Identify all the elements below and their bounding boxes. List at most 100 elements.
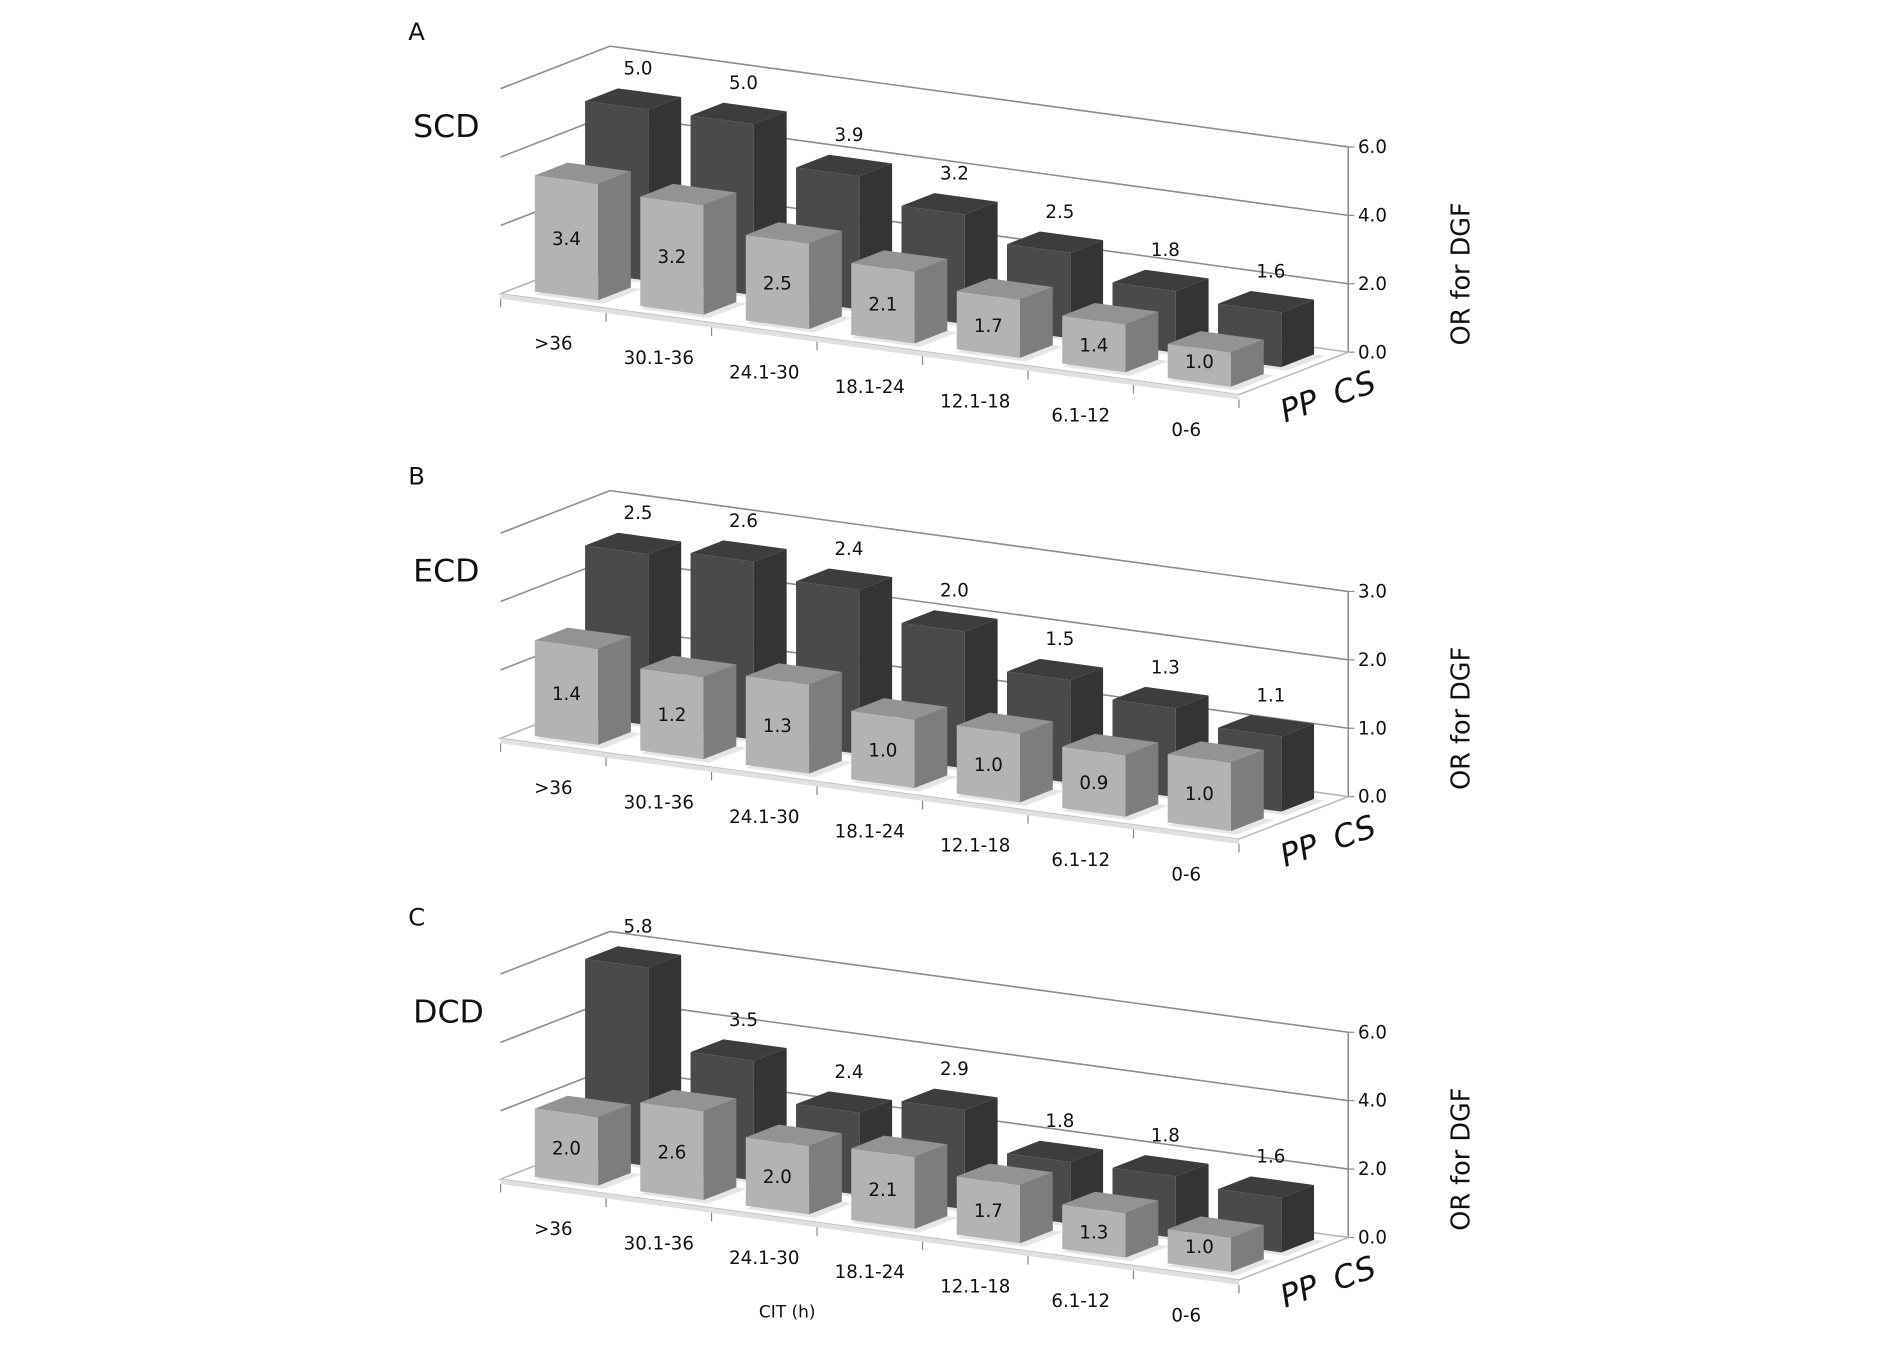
data-label: 1.0 bbox=[1185, 1237, 1214, 1258]
bar-pp bbox=[956, 278, 1064, 362]
bar-top bbox=[640, 1089, 737, 1112]
bar-side bbox=[703, 192, 737, 315]
bar-top bbox=[534, 627, 631, 650]
panel-letter: B bbox=[408, 462, 425, 491]
floor-edge bbox=[500, 293, 1239, 400]
y-tick-label: 1.0 bbox=[1358, 718, 1387, 739]
bar-front bbox=[1062, 315, 1126, 373]
bar-front bbox=[640, 668, 704, 760]
data-label: 1.6 bbox=[1256, 261, 1285, 282]
bar-top bbox=[1217, 291, 1315, 313]
bar-side bbox=[1230, 339, 1264, 387]
data-label: 2.9 bbox=[940, 1059, 969, 1080]
data-label: 3.2 bbox=[657, 247, 686, 268]
bar-pp bbox=[851, 1135, 958, 1233]
bar-pp bbox=[745, 222, 853, 333]
bar-top bbox=[1062, 733, 1159, 756]
bar-pp bbox=[851, 250, 958, 348]
bar-top bbox=[901, 610, 998, 632]
category-label: 12.1-18 bbox=[940, 836, 1010, 857]
data-label: 2.5 bbox=[763, 273, 792, 294]
bar-pp bbox=[640, 183, 747, 319]
bar-side bbox=[1020, 1172, 1053, 1244]
bar-top bbox=[901, 193, 998, 215]
data-label: 1.7 bbox=[974, 1201, 1003, 1222]
data-label: 2.5 bbox=[1045, 202, 1074, 223]
bar-top bbox=[796, 1091, 893, 1113]
bar-pp bbox=[745, 663, 853, 778]
category-label: 12.1-18 bbox=[940, 391, 1010, 412]
series-label-pp: PP bbox=[1276, 828, 1324, 875]
data-label: 2.1 bbox=[868, 1180, 897, 1201]
data-label: 2.5 bbox=[624, 503, 653, 524]
bar-top bbox=[1007, 1140, 1104, 1163]
category-label: 6.1-12 bbox=[1051, 1291, 1110, 1312]
y-tick-label: 6.0 bbox=[1358, 137, 1387, 158]
bar-top bbox=[796, 154, 893, 177]
category-label: 6.1-12 bbox=[1051, 850, 1110, 871]
y-axis-label: OR for DGF bbox=[1447, 1088, 1477, 1231]
bar-top bbox=[1062, 303, 1159, 325]
category-label: 18.1-24 bbox=[835, 377, 905, 398]
bar-side bbox=[914, 706, 948, 788]
panel-A: 0.0 2.0 4.0 6.0 1.6 1.8 2.5 3.2 3.9 5.0 5.0 1.0 1.4 1… bbox=[408, 17, 1476, 441]
bar-top bbox=[1167, 741, 1264, 763]
gridline bbox=[500, 930, 1349, 1034]
y-tick-label: 3.0 bbox=[1358, 581, 1387, 602]
bar-front bbox=[1167, 343, 1231, 387]
bar-top bbox=[1112, 269, 1209, 292]
data-label: 1.3 bbox=[1151, 657, 1180, 678]
bar-front bbox=[640, 196, 704, 315]
data-label: 5.8 bbox=[624, 917, 653, 938]
bar-front bbox=[851, 710, 915, 788]
bar-pp bbox=[1167, 741, 1275, 835]
category-label: 24.1-30 bbox=[729, 1248, 799, 1269]
bar-pp bbox=[956, 712, 1064, 806]
bar-top bbox=[690, 540, 787, 562]
panel-letter: A bbox=[408, 17, 425, 46]
data-label: 1.8 bbox=[1045, 1111, 1074, 1132]
bar-side bbox=[1281, 299, 1315, 368]
bar-pp bbox=[1062, 733, 1169, 821]
panel-C: 0.0 2.0 4.0 6.0 1.6 1.8 1.8 2.9 2.4 3.5 5.8 1.0 1.3 1… bbox=[408, 902, 1476, 1326]
bar-front bbox=[745, 1137, 810, 1215]
panel-letter: C bbox=[408, 902, 425, 931]
series-label-cs: CS bbox=[1328, 364, 1380, 412]
bar-side bbox=[1230, 1225, 1264, 1273]
donor-group-label: DCD bbox=[413, 995, 484, 1031]
data-label: 5.0 bbox=[729, 73, 758, 94]
bar-top bbox=[956, 712, 1053, 734]
data-label: 0.9 bbox=[1079, 773, 1108, 794]
data-label: 1.7 bbox=[974, 316, 1003, 337]
data-label: 1.0 bbox=[868, 741, 897, 762]
donor-group-label: ECD bbox=[413, 554, 479, 590]
bar-pp bbox=[534, 162, 642, 304]
bar-pp bbox=[1062, 303, 1169, 376]
y-axis-label: OR for DGF bbox=[1447, 647, 1477, 790]
data-label: 1.0 bbox=[974, 755, 1003, 776]
bar-top bbox=[1167, 1216, 1264, 1238]
gridline bbox=[500, 489, 1349, 593]
data-label: 1.1 bbox=[1256, 685, 1285, 706]
bar-side bbox=[598, 171, 631, 301]
bar-top bbox=[534, 1095, 631, 1118]
category-label: 30.1-36 bbox=[624, 1233, 694, 1254]
category-label: >36 bbox=[534, 1219, 572, 1240]
data-label: 3.4 bbox=[552, 229, 581, 250]
bar-side bbox=[1125, 742, 1159, 817]
bar-pp bbox=[1062, 1191, 1169, 1262]
bar-front bbox=[745, 676, 810, 774]
bar-top bbox=[956, 278, 1053, 300]
bar-front bbox=[851, 263, 915, 344]
bar-top bbox=[1112, 686, 1209, 709]
bar-top bbox=[534, 162, 631, 185]
x-axis-label: CIT (h) bbox=[759, 1303, 816, 1323]
bar-top bbox=[640, 183, 737, 206]
y-tick-label: 0.0 bbox=[1358, 1228, 1387, 1249]
bar-side bbox=[914, 1144, 948, 1229]
bar-top bbox=[585, 532, 682, 555]
bar-top bbox=[690, 102, 787, 125]
data-label: 2.4 bbox=[834, 1062, 863, 1083]
category-label: >36 bbox=[534, 778, 572, 799]
